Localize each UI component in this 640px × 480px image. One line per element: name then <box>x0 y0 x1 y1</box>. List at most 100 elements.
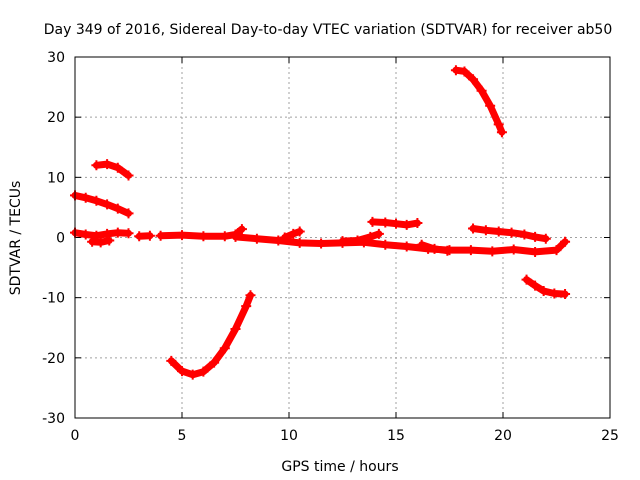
series-arc-d <box>87 235 115 248</box>
data-point <box>493 119 504 130</box>
chart-title: Day 349 of 2016, Sidereal Day-to-day VTE… <box>44 22 613 38</box>
series-arc-i <box>337 228 384 247</box>
x-tick-labels: 0 5 10 15 20 25 <box>71 428 619 444</box>
data-point <box>429 243 440 254</box>
data-point <box>367 216 378 227</box>
data-point <box>530 246 541 257</box>
data-point <box>80 192 91 203</box>
data-point <box>560 289 571 300</box>
data-point <box>198 366 209 377</box>
data-point <box>112 203 123 214</box>
y-tick-label: -30 <box>42 411 65 427</box>
data-point <box>241 301 252 312</box>
data-point <box>166 355 177 366</box>
data-point <box>134 231 145 242</box>
data-point <box>80 229 91 240</box>
y-axis-label: SDTVAR / TECUs <box>8 181 24 296</box>
data-point <box>540 233 551 244</box>
data-point <box>91 160 102 171</box>
data-point <box>102 228 113 239</box>
data-point <box>549 288 560 299</box>
data-point <box>104 235 115 246</box>
data-point <box>468 74 479 85</box>
data-point <box>187 369 198 380</box>
data-point <box>560 236 571 247</box>
data-point <box>155 230 166 241</box>
series-trace <box>92 160 132 179</box>
data-point <box>273 235 284 246</box>
data-point <box>123 170 134 181</box>
data-point <box>521 274 532 285</box>
data-point <box>519 229 530 240</box>
data-point <box>177 366 187 377</box>
data-point <box>102 159 113 170</box>
series-arc-a <box>70 190 134 219</box>
series-trace <box>452 66 506 136</box>
x-tick-label: 0 <box>71 428 80 444</box>
data-point <box>506 227 517 238</box>
series-arc-o <box>521 274 571 300</box>
data-point <box>279 232 290 243</box>
data-point <box>476 85 487 96</box>
series-arc-j <box>367 216 423 230</box>
data-point <box>450 65 461 76</box>
x-tick-label: 20 <box>494 428 512 444</box>
data-point <box>465 245 476 256</box>
data-point <box>177 230 187 241</box>
data-point <box>112 227 123 238</box>
series-arc-b <box>91 159 134 181</box>
data-point <box>123 228 134 239</box>
data-point <box>316 238 327 249</box>
series-arc-l <box>468 223 551 244</box>
y-tick-label: 20 <box>47 110 65 126</box>
data-point <box>230 323 241 334</box>
y-tick-label: 10 <box>47 170 65 186</box>
data-point <box>373 228 384 239</box>
data-point <box>245 290 256 301</box>
data-point <box>442 245 453 256</box>
data-point <box>468 223 479 234</box>
series-arc-n <box>166 290 256 380</box>
data-series <box>70 65 571 380</box>
data-point <box>288 228 299 239</box>
data-point <box>294 237 305 248</box>
data-point <box>508 244 519 255</box>
data-point <box>352 235 363 246</box>
data-point <box>493 226 504 237</box>
data-point <box>551 245 562 256</box>
data-point <box>219 231 230 242</box>
series-arc-e <box>134 230 155 242</box>
y-tick-label: 0 <box>56 231 65 247</box>
data-point <box>416 239 427 250</box>
y-tick-label: -20 <box>42 351 65 367</box>
data-point <box>236 224 247 235</box>
y-tick-label: 30 <box>47 50 65 66</box>
data-point <box>380 217 391 228</box>
data-point <box>209 357 220 368</box>
data-point <box>219 343 230 354</box>
x-axis-label: GPS time / hours <box>281 459 398 475</box>
data-point <box>401 219 412 230</box>
data-point <box>294 226 305 237</box>
y-tick-label: -10 <box>42 291 65 307</box>
data-point <box>485 100 496 111</box>
data-point <box>538 286 549 297</box>
data-point <box>365 231 376 242</box>
data-point <box>112 162 123 173</box>
data-point <box>459 66 470 77</box>
data-point <box>91 195 102 206</box>
data-point <box>230 231 241 242</box>
data-point <box>380 239 391 250</box>
data-point <box>95 237 106 248</box>
data-point <box>487 246 498 257</box>
data-point <box>530 231 541 242</box>
x-tick-label: 10 <box>280 428 298 444</box>
x-tick-label: 15 <box>387 428 405 444</box>
data-point <box>198 231 209 242</box>
data-point <box>401 241 412 252</box>
data-point <box>123 208 134 219</box>
series-arc-m <box>450 65 507 138</box>
y-tick-labels: -30 -20 -10 0 10 20 30 <box>42 50 65 427</box>
data-point <box>251 233 262 244</box>
